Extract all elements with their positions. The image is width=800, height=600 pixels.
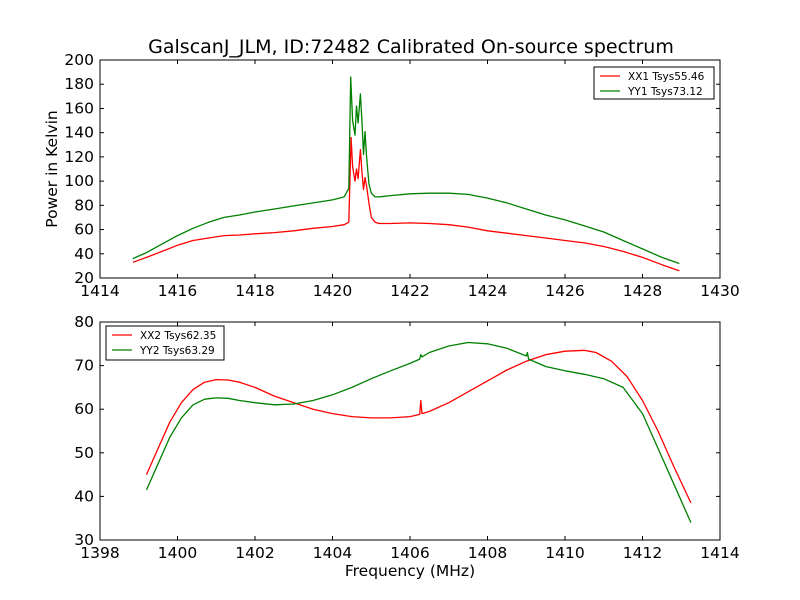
bottom-ticks: 1398 1400 1402 1404 1406 1408 1410 1412 1414 30 40… bbox=[74, 313, 739, 562]
top-y-tick-label: 140 bbox=[64, 124, 94, 142]
top-x-tick-label: 1422 bbox=[390, 282, 429, 300]
top-legend: XX1 Tsys55.46 YY1 Tsys73.12 bbox=[593, 66, 715, 100]
bottom-y-tick-label: 30 bbox=[74, 531, 94, 549]
top-y-tick-label: 180 bbox=[64, 75, 94, 93]
bottom-y-tick-label: 70 bbox=[74, 357, 94, 375]
top-x-tick-label: 1430 bbox=[700, 282, 739, 300]
bottom-y-tick-label: 60 bbox=[74, 400, 94, 418]
top-legend-box bbox=[593, 66, 715, 100]
bottom-series-line-1 bbox=[145, 349, 692, 504]
top-y-tick-label: 40 bbox=[74, 245, 94, 263]
bottom-y-tick-label: 40 bbox=[74, 487, 94, 505]
bottom-x-tick-label: 1404 bbox=[313, 544, 352, 562]
bottom-legend-label-2: YY2 Tsys63.29 bbox=[139, 345, 215, 357]
top-ticks: 1414 1416 1418 1420 1422 1424 1426 1428 1430 20 40… bbox=[64, 51, 739, 300]
top-y-tick-label: 200 bbox=[64, 51, 94, 69]
top-series-line-2 bbox=[132, 76, 680, 265]
top-y-tick-label: 120 bbox=[64, 148, 94, 166]
top-y-tick-label: 60 bbox=[74, 221, 94, 239]
bottom-y-tick-label: 80 bbox=[74, 313, 94, 331]
top-y-tick-label: 80 bbox=[74, 196, 94, 214]
bottom-x-tick-label: 1410 bbox=[545, 544, 584, 562]
top-x-tick-label: 1426 bbox=[545, 282, 584, 300]
x-axis-label: Frequency (MHz) bbox=[345, 562, 475, 580]
bottom-x-tick-label: 1406 bbox=[390, 544, 429, 562]
bottom-legend: XX2 Tsys62.35 YY2 Tsys63.29 bbox=[105, 325, 225, 361]
top-x-tick-label: 1428 bbox=[623, 282, 662, 300]
chart-title: GalscanJ_JLM, ID:72482 Calibrated On-sou… bbox=[148, 36, 674, 58]
top-y-tick-label: 20 bbox=[74, 269, 94, 287]
bottom-x-tick-label: 1408 bbox=[468, 544, 507, 562]
bottom-legend-box bbox=[105, 325, 225, 361]
top-x-tick-label: 1420 bbox=[313, 282, 352, 300]
bottom-x-tick-label: 1400 bbox=[158, 544, 197, 562]
bottom-x-tick-label: 1414 bbox=[700, 544, 739, 562]
top-x-tick-label: 1416 bbox=[158, 282, 197, 300]
top-series-line-1 bbox=[132, 136, 680, 272]
bottom-x-tick-label: 1402 bbox=[235, 544, 274, 562]
top-legend-label-2: YY1 Tsys73.12 bbox=[627, 86, 703, 98]
top-x-tick-label: 1424 bbox=[468, 282, 507, 300]
top-y-axis-label: Power in Kelvin bbox=[43, 110, 61, 227]
bottom-subplot: 1398 1400 1402 1404 1406 1408 1410 1412 1414 30 40… bbox=[74, 313, 739, 580]
top-subplot: 1414 1416 1418 1420 1422 1424 1426 1428 1430 20 40… bbox=[43, 51, 740, 300]
bottom-series-layer bbox=[145, 341, 692, 523]
top-y-tick-label: 100 bbox=[64, 172, 94, 190]
bottom-y-tick-label: 50 bbox=[74, 444, 94, 462]
top-y-tick-label: 160 bbox=[64, 99, 94, 117]
bottom-x-tick-label: 1412 bbox=[623, 544, 662, 562]
top-x-tick-label: 1414 bbox=[80, 282, 119, 300]
bottom-series-line-2 bbox=[145, 341, 692, 523]
top-series-layer bbox=[132, 76, 680, 272]
bottom-legend-label-1: XX2 Tsys62.35 bbox=[140, 330, 216, 342]
top-x-tick-label: 1418 bbox=[235, 282, 274, 300]
top-legend-label-1: XX1 Tsys55.46 bbox=[628, 71, 705, 83]
bottom-x-tick-label: 1398 bbox=[80, 544, 119, 562]
